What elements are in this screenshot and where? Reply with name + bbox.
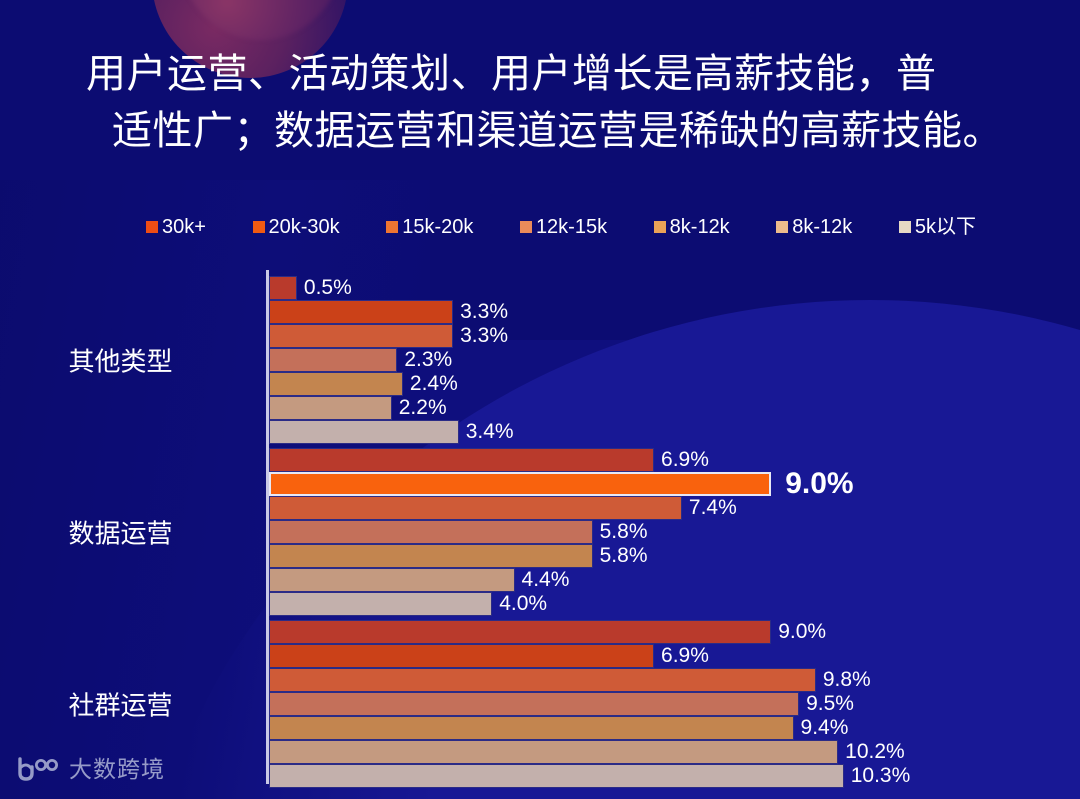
legend-label: 12k-15k: [535, 216, 608, 238]
bar-row: 6.9%: [269, 448, 1080, 472]
bar-value-label: 5.8%: [599, 520, 648, 543]
bar[interactable]: [269, 644, 655, 668]
legend-swatch-icon: [653, 221, 666, 233]
bar[interactable]: [269, 592, 493, 616]
bar-value-label: 6.9%: [661, 644, 709, 667]
bar-value-label: 10.3%: [850, 764, 911, 787]
legend-item[interactable]: 8k-12k: [776, 217, 852, 237]
bar-value-label: 10.2%: [845, 740, 905, 763]
legend-label: 30k+: [162, 216, 206, 238]
bar-value-label: 5.8%: [599, 544, 648, 567]
bar-value-label: 6.9%: [661, 448, 709, 471]
plot-area: 0.5% 3.3% 3.3% 2.3% 2.4% 2.2% 3.4% 6.9% 9.0% 7.4%…: [269, 262, 1080, 799]
bar[interactable]: [269, 568, 515, 592]
bar[interactable]: [269, 520, 593, 544]
bar[interactable]: [269, 544, 593, 568]
bar-row: 3.3%: [269, 300, 1080, 324]
bar-row: 9.0%: [269, 467, 1080, 500]
bar-row: 4.4%: [269, 568, 1080, 592]
bar-row: 3.3%: [269, 324, 1080, 348]
bar-row: 7.4%: [269, 496, 1080, 520]
legend-label: 8k-12k: [792, 216, 853, 238]
bar-value-label: 7.4%: [688, 496, 737, 519]
bar-row: 2.2%: [269, 396, 1080, 420]
legend-label: 5k以下: [914, 216, 976, 238]
bar-row: 3.4%: [269, 420, 1080, 444]
bar-value-label: 0.5%: [303, 276, 352, 299]
legend-swatch-icon: [519, 221, 532, 233]
bar-row: 9.4%: [269, 716, 1080, 740]
bar[interactable]: [269, 620, 772, 644]
bar-value-label: 2.2%: [398, 396, 447, 419]
bar-value-label: 9.4%: [800, 716, 849, 739]
category-label: 社群运营: [68, 690, 173, 721]
bar-value-label: 4.0%: [499, 592, 548, 615]
slide-title-line-2: 适性广；数据运营和渠道运营是稀缺的高薪技能。: [112, 108, 1003, 153]
slide-title-line-1: 用户运营、活动策划、用户增长是高薪技能，普: [86, 52, 937, 96]
legend-label: 8k-12k: [669, 216, 730, 238]
dashu-kuajing-logo-icon: [18, 757, 58, 781]
legend-swatch-icon: [252, 221, 265, 233]
bar[interactable]: [269, 300, 454, 324]
watermark-text: 大数跨境: [69, 755, 165, 782]
bar-row: 10.3%: [269, 764, 1080, 788]
value-axis-line: [266, 270, 269, 784]
slide-title: 用户运营、活动策划、用户增长是高薪技能，普 适性广；数据运营和渠道运营是稀缺的高…: [86, 46, 1003, 160]
bar-value-label: 2.4%: [409, 372, 458, 395]
bar-value-label: 3.3%: [460, 300, 508, 323]
bar[interactable]: [269, 448, 655, 472]
bar-value-label: 3.3%: [460, 324, 508, 347]
bar[interactable]: [269, 740, 839, 764]
bar-value-label: 4.4%: [521, 568, 570, 591]
bar-row: 9.8%: [269, 668, 1080, 692]
bar[interactable]: [269, 276, 297, 300]
legend-item[interactable]: 5k以下: [898, 216, 976, 238]
bar-value-label: 9.8%: [822, 668, 871, 691]
bar[interactable]: [269, 764, 844, 788]
watermark: 大数跨境: [16, 756, 165, 782]
bar-row: 9.0%: [269, 620, 1080, 644]
legend-item[interactable]: 12k-15k: [519, 216, 608, 238]
legend-swatch-icon: [776, 221, 789, 233]
bar-highlighted[interactable]: [269, 472, 772, 496]
legend-item[interactable]: 8k-12k: [653, 216, 730, 238]
bar-value-label: 9.5%: [806, 692, 854, 715]
bar-row: 6.9%: [269, 644, 1080, 668]
category-label: 其他类型: [68, 346, 173, 377]
legend-item[interactable]: 20k-30k: [252, 216, 340, 238]
bar[interactable]: [269, 668, 816, 692]
bar[interactable]: [269, 324, 454, 348]
bar-row: 9.5%: [269, 692, 1080, 716]
bar[interactable]: [269, 372, 403, 396]
legend-item[interactable]: 30k+: [146, 217, 206, 237]
bar[interactable]: [269, 496, 682, 520]
bar[interactable]: [269, 716, 794, 740]
legend-label: 20k-30k: [268, 216, 340, 238]
legend-item[interactable]: 15k-20k: [386, 217, 473, 237]
bar-row: 5.8%: [269, 544, 1080, 568]
bar-value-label: 9.0%: [778, 620, 827, 643]
bar-row: 10.2%: [269, 740, 1080, 764]
legend-swatch-icon: [898, 221, 911, 233]
chart-legend: 30k+ 20k-30k 15k-20k 12k-15k 8k-12k 8k-12k 5k以…: [146, 217, 976, 237]
legend-swatch-icon: [386, 221, 399, 233]
bar[interactable]: [269, 396, 392, 420]
bar-row: 4.0%: [269, 592, 1080, 616]
bar[interactable]: [269, 692, 800, 716]
bar-row: 0.5%: [269, 276, 1080, 300]
legend-label: 15k-20k: [402, 216, 474, 238]
legend-swatch-icon: [146, 221, 158, 233]
bar-value-label-highlighted: 9.0%: [785, 467, 854, 500]
bar-row: 2.3%: [269, 348, 1080, 372]
category-axis: 其他类型数据运营社群运营: [0, 262, 267, 799]
bar[interactable]: [269, 420, 459, 444]
bar-row: 2.4%: [269, 372, 1080, 396]
bar-value-label: 3.4%: [465, 420, 514, 443]
category-label: 数据运营: [68, 518, 173, 549]
bar-chart: 其他类型数据运营社群运营 0.5% 3.3% 3.3% 2.3% 2.4% 2.2% 3.4…: [0, 262, 1080, 799]
bar-row: 5.8%: [269, 520, 1080, 544]
bar[interactable]: [269, 348, 398, 372]
bar-value-label: 2.3%: [404, 348, 453, 371]
